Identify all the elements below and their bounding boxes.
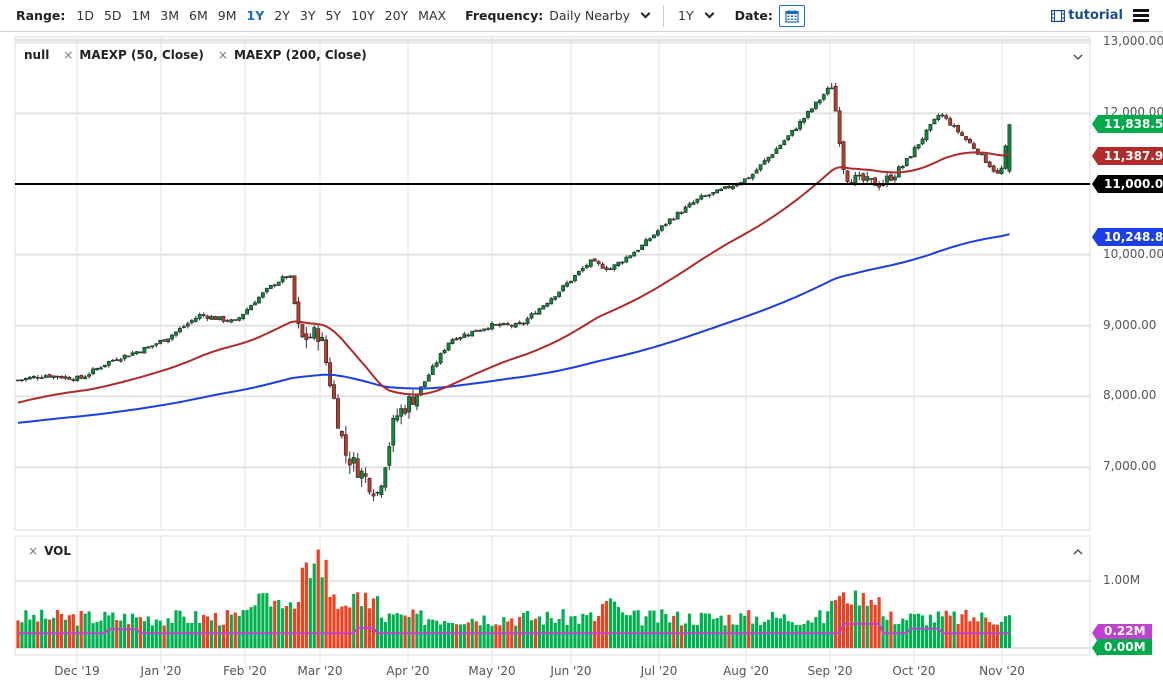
range-button-20y[interactable]: 20Y bbox=[384, 8, 409, 23]
time-axis-tick: Mar '20 bbox=[297, 664, 343, 678]
ma200-line bbox=[17, 233, 1010, 424]
legend-main-series: null bbox=[24, 48, 50, 62]
legend-ma200[interactable]: MAEXP (200, Close) bbox=[233, 48, 367, 62]
volume-ma-line bbox=[18, 622, 1010, 635]
time-axis-tick: Feb '20 bbox=[223, 664, 267, 678]
remove-indicator-icon[interactable]: × bbox=[63, 48, 74, 62]
film-icon bbox=[1051, 9, 1066, 22]
ma50-price-tag: 11,387.96 bbox=[1092, 147, 1163, 165]
volume-last-tag: 0.00M bbox=[1092, 639, 1152, 657]
time-axis-tick: Oct '20 bbox=[892, 664, 936, 678]
price-axis-tick: 7,000.00 bbox=[1103, 459, 1157, 474]
range-button-10y[interactable]: 10Y bbox=[351, 8, 375, 23]
volume-legend: × VOL bbox=[28, 544, 71, 558]
tutorial-label: tutorial bbox=[1068, 8, 1123, 23]
ma50-line bbox=[17, 151, 1010, 404]
volume-label: VOL bbox=[44, 544, 71, 558]
collapse-chevron-up-icon[interactable] bbox=[1071, 545, 1085, 559]
time-axis-tick: Jan '20 bbox=[140, 664, 182, 678]
calendar-button[interactable] bbox=[778, 4, 805, 27]
date-label: Date: bbox=[734, 8, 773, 23]
range-button-2y[interactable]: 2Y bbox=[274, 8, 290, 23]
range-button-3m[interactable]: 3M bbox=[160, 8, 180, 23]
time-axis-tick: May '20 bbox=[468, 664, 516, 678]
price-axis-tick: 10,000.00 bbox=[1103, 246, 1163, 261]
range-button-1d[interactable]: 1D bbox=[76, 8, 94, 23]
menu-icon[interactable] bbox=[1133, 9, 1149, 22]
frequency-select[interactable]: Daily Nearby bbox=[549, 8, 651, 23]
level-price-tag: 11,000.00 bbox=[1092, 175, 1163, 193]
collapse-chevron-down-icon[interactable] bbox=[1071, 50, 1085, 64]
time-axis-tick: Nov '20 bbox=[979, 664, 1025, 678]
time-axis-tick: Dec '19 bbox=[54, 664, 100, 678]
time-axis-tick: Jul '20 bbox=[640, 664, 678, 678]
time-axis-tick: Sep '20 bbox=[807, 664, 853, 678]
remove-indicator-icon[interactable]: × bbox=[217, 48, 228, 62]
range-label: Range: bbox=[16, 8, 66, 23]
time-axis-tick: Apr '20 bbox=[386, 664, 430, 678]
toolbar: Range: 1D 5D 1M 3M 6M 9M 1Y 2Y 3Y 5Y 10Y 20Y MAX Fre… bbox=[0, 0, 1163, 32]
range-button-5d[interactable]: 5D bbox=[103, 8, 122, 23]
divider bbox=[663, 4, 665, 27]
range-buttons: 1D 5D 1M 3M 6M 9M 1Y 2Y 3Y 5Y 10Y 20Y MAX bbox=[71, 8, 451, 23]
range-button-3y[interactable]: 3Y bbox=[299, 8, 316, 23]
time-axis-tick: Aug '20 bbox=[723, 664, 769, 678]
legend-ma50[interactable]: MAEXP (50, Close) bbox=[79, 48, 204, 62]
range-button-max[interactable]: MAX bbox=[418, 8, 447, 23]
ma200-price-tag: 10,248.89 bbox=[1092, 228, 1163, 246]
range-button-5y[interactable]: 5Y bbox=[325, 8, 342, 23]
calendar-icon bbox=[785, 9, 799, 23]
remove-volume-icon[interactable]: × bbox=[28, 544, 39, 558]
volume-axis-tick: 1.00M bbox=[1103, 573, 1141, 587]
range-button-9m[interactable]: 9M bbox=[217, 8, 237, 23]
candles bbox=[16, 82, 1012, 501]
volume-ma-tag: 0.22M bbox=[1092, 624, 1152, 642]
range-button-1y[interactable]: 1Y bbox=[246, 8, 265, 23]
range-button-6m[interactable]: 6M bbox=[189, 8, 208, 23]
price-axis-tick: 8,000.00 bbox=[1103, 388, 1157, 403]
period-select[interactable]: 1Y bbox=[678, 8, 715, 23]
price-axis-tick: 9,000.00 bbox=[1103, 317, 1157, 332]
frequency-label: Frequency: bbox=[465, 8, 544, 23]
tutorial-link[interactable]: tutorial bbox=[1051, 8, 1123, 23]
price-axis-tick: 13,000.00 bbox=[1103, 34, 1163, 49]
frequency-value: Daily Nearby bbox=[549, 8, 631, 23]
chart-legend: null × MAEXP (50, Close) × MAEXP (200, C… bbox=[24, 48, 367, 62]
period-value: 1Y bbox=[678, 8, 694, 23]
time-axis-tick: Jun '20 bbox=[550, 664, 592, 678]
last-price-tag: 11,838.50 bbox=[1092, 115, 1163, 133]
range-button-1m[interactable]: 1M bbox=[131, 8, 151, 23]
